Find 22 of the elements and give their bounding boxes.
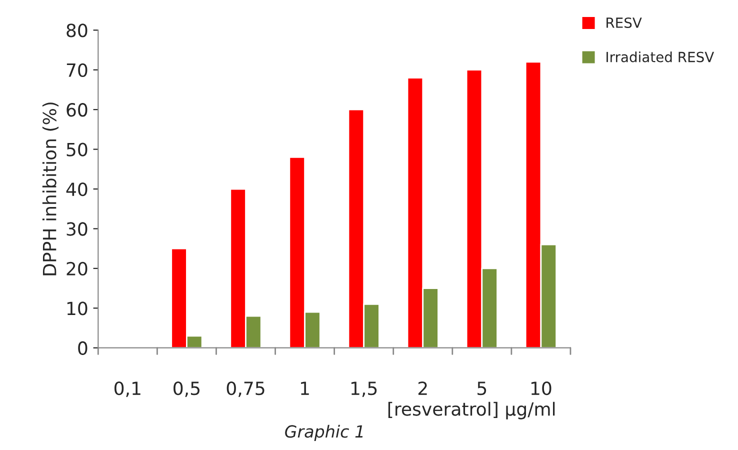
x-tick-label: 2 (418, 382, 427, 395)
y-tick-label: 70 (66, 63, 88, 77)
y-tick-label: 30 (66, 222, 88, 236)
y-tick-label: 80 (66, 24, 88, 38)
x-tick-label: 5 (478, 382, 486, 396)
y-tick-label: 50 (66, 142, 88, 156)
x-tick-label: 0,1 (114, 382, 140, 397)
x-tick-label: 1,5 (351, 382, 377, 397)
y-axis-title: DPPH inhibition (%) (42, 102, 59, 276)
y-tick-label: 40 (66, 182, 88, 196)
y-tick-label: 60 (66, 103, 88, 117)
y-tick-label: 10 (67, 302, 88, 316)
y-tick-label: 0 (78, 341, 88, 355)
y-tick-label: 20 (66, 262, 88, 276)
x-axis-title: [resveratrol] µg/ml (388, 402, 555, 420)
x-tick-label: 10 (531, 382, 552, 396)
x-tick-label: 0,5 (174, 382, 200, 397)
text: Graphic 1 (285, 424, 363, 441)
x-tick-label: 1 (301, 382, 309, 395)
legend-label: RESV (606, 17, 642, 28)
legend-label: Irradiated RESV (606, 52, 714, 62)
x-tick-label: 0,75 (226, 382, 264, 397)
